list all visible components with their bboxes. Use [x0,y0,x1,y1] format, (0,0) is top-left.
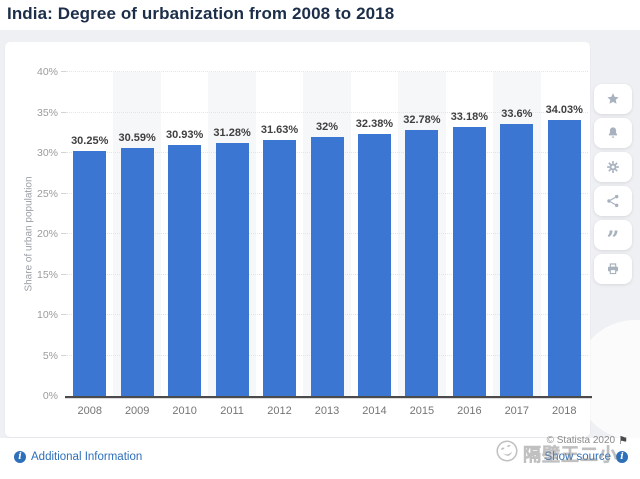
y-tick-mark [61,71,66,72]
bar-value-label: 30.25% [71,134,109,147]
share-button[interactable] [594,186,632,216]
copyright-text: © Statista 2020 [546,435,616,446]
bar[interactable] [215,142,249,396]
bar-value-label: 30.93% [165,129,204,142]
y-tick-label: 25% [36,187,58,200]
bar-value-label: 31.63% [260,123,299,136]
copyright: © Statista 2020 ⚑ [547,435,628,446]
favorite-button[interactable] [594,84,632,114]
alerts-button[interactable] [594,118,632,148]
y-tick-mark [61,314,66,315]
y-tick-mark [61,273,66,275]
show-source-link[interactable]: Show source i [545,451,628,463]
bar-value-label: 31.28% [213,126,251,139]
bar-value-label: 33.18% [450,111,488,124]
print-button[interactable] [594,254,632,284]
content-background: Share of urban population 0% 5% 10% 15% 20% 2… [0,30,640,440]
x-tick-label: 2014 [362,405,387,417]
gear-icon [605,159,621,175]
settings-button[interactable] [594,152,632,182]
bar[interactable] [357,133,391,396]
y-tick-mark [61,354,66,356]
y-tick-label: 40% [36,66,58,78]
bar[interactable] [120,148,154,396]
y-tick-mark [61,111,66,113]
x-tick-label: 2008 [77,405,102,417]
info-icon: i [14,451,26,463]
x-tick-label: 2009 [124,405,150,417]
y-tick-mark [61,192,66,194]
bar[interactable] [168,145,202,396]
bar-value-label: 32.78% [403,114,441,127]
bar-value-label: 32.38% [355,117,394,130]
gridline [66,71,588,72]
x-tick-label: 2013 [314,405,340,417]
x-axis-underline [65,398,592,399]
show-source-label: Show source [544,451,611,463]
y-tick-label: 30% [36,147,58,159]
y-tick-label: 15% [36,268,58,281]
bar[interactable] [73,150,107,396]
bar[interactable] [547,120,581,396]
bar-value-label: 30.59% [118,132,156,145]
footer: i Additional Information © Statista 2020… [0,435,640,479]
bar[interactable] [452,127,486,396]
chart-card: Share of urban population 0% 5% 10% 15% 20% 2… [5,42,592,437]
x-tick-label: 2015 [409,405,435,417]
page-title: India: Degree of urbanization from 2008 … [7,4,395,23]
x-tick-label: 2010 [172,405,197,417]
bell-icon [605,125,621,141]
y-tick-mark [61,233,66,234]
y-tick-label: 0% [42,390,58,402]
y-tick-label: 20% [36,228,58,240]
plot-area: 0% 5% 10% 15% 20% 25% 30% 35% 40% 30.25% 2008 30.59… [37,66,592,417]
quote-icon: ” [606,227,620,253]
bar[interactable] [500,123,534,396]
x-tick-label: 2011 [220,405,244,417]
y-tick-label: 5% [42,349,58,362]
info-icon: i [616,451,628,463]
additional-information-link[interactable]: i Additional Information [14,451,142,463]
bar-value-label: 32% [315,120,338,133]
y-tick-label: 35% [36,106,58,119]
bar[interactable] [310,136,344,396]
bar[interactable] [405,130,439,396]
x-tick-label: 2012 [267,405,292,417]
y-tick-label: 10% [36,309,58,321]
cite-button[interactable]: ” [594,220,632,253]
bar-value-label: 34.03% [545,104,583,117]
bar[interactable] [263,139,297,396]
y-tick-mark [61,152,66,153]
smiley-icon [494,438,520,469]
x-axis-line [65,396,592,398]
x-tick-label: 2018 [552,405,577,417]
x-tick-label: 2017 [504,405,530,417]
gridline [66,111,588,113]
share-icon [605,193,621,209]
star-icon [605,91,621,107]
x-tick-label: 2016 [457,405,482,417]
print-icon [605,261,621,277]
flag-icon: ⚑ [618,434,628,447]
additional-information-label: Additional Information [31,451,143,463]
bar-value-label: 33.6% [501,107,533,120]
